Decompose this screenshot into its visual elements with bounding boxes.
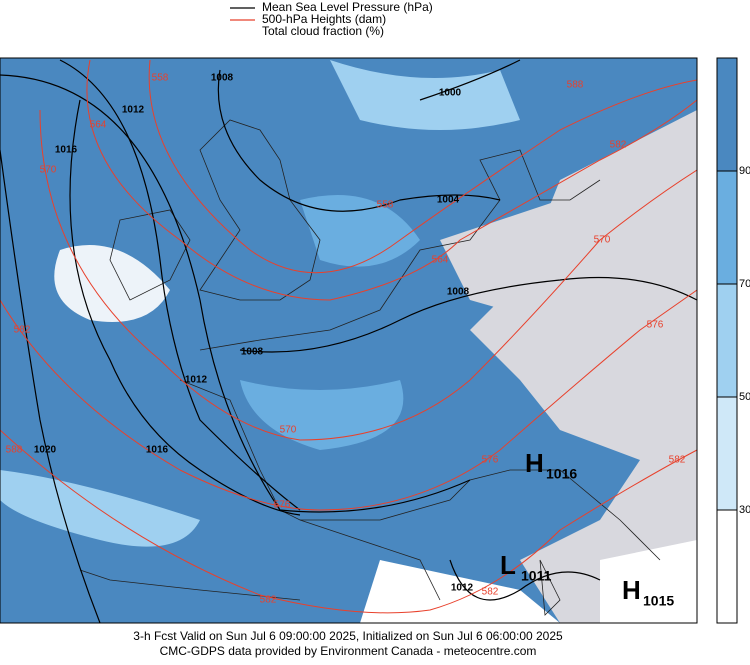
map (0, 58, 697, 623)
isobar-label: 1012 (185, 375, 208, 386)
center-value: 1015 (643, 593, 674, 609)
isobar-label: 1008 (241, 347, 264, 358)
isobar-label: 1012 (122, 105, 145, 116)
center-letter: H (525, 448, 544, 478)
colorbar-tick-label: 70 (739, 278, 750, 290)
map-frame (0, 57, 698, 624)
height-label: 570 (594, 235, 611, 246)
colorbar-segment (717, 171, 737, 284)
clear-area (440, 200, 600, 320)
labels: 1012 1008 1016 1000 1004 1008 1008 1012 1016 1020… (6, 73, 686, 609)
colorbar-segment (717, 58, 737, 171)
cloud-patch (240, 380, 404, 450)
isobar-label: 1012 (451, 583, 474, 594)
colorbar-tick-label: 90 (739, 165, 750, 177)
footer-line: 3-h Fcst Valid on Sun Jul 6 09:00:00 202… (133, 629, 563, 643)
isobar-label: 1000 (439, 88, 462, 99)
clear-area (360, 560, 560, 623)
center-value: 1016 (546, 466, 577, 482)
isobar-label: 1016 (55, 145, 78, 156)
isobar-label: 1008 (447, 287, 470, 298)
legend-label: Total cloud fraction (%) (262, 24, 384, 38)
height-label: 588 (6, 445, 23, 456)
height-label: 564 (432, 255, 449, 266)
height-label: 576 (274, 500, 291, 511)
height-label: 582 (669, 455, 686, 466)
center-letter: H (622, 575, 641, 605)
clear-area (470, 110, 697, 623)
height-label: 582 (482, 587, 499, 598)
coastlines (79, 119, 661, 616)
height-label: 576 (647, 320, 664, 331)
colorbar-segment (717, 284, 737, 397)
colorbar-segment (717, 397, 737, 510)
legend-label: Mean Sea Level Pressure (hPa) (262, 0, 433, 14)
height-label: 582 (260, 595, 277, 606)
cloud-gap (54, 245, 170, 322)
cloud-patch (0, 470, 200, 547)
isobars (0, 59, 697, 623)
isobar-label: 1016 (146, 445, 169, 456)
legend-label: 500-hPa Heights (dam) (262, 12, 386, 26)
center-value: 1011 (521, 568, 552, 584)
colorbar-frame (716, 57, 738, 624)
height-label: 588 (567, 80, 584, 91)
isobar-label: 1004 (437, 195, 460, 206)
cloud-patch (300, 195, 420, 267)
height-label: 582 (610, 140, 627, 151)
height-label: 576 (482, 455, 499, 466)
colorbar-tick-label: 30 (739, 504, 750, 516)
clear-area (600, 540, 697, 623)
center-letter: L (500, 550, 516, 580)
colorbar-segment (717, 510, 737, 623)
height-label: 570 (40, 165, 57, 176)
height-label: 570 (280, 425, 297, 436)
isobar-label: 1020 (34, 445, 57, 456)
isobar-label: 1008 (211, 73, 234, 84)
height-label: 564 (90, 120, 107, 131)
cloud-patch (330, 60, 520, 130)
height-contours (0, 59, 697, 614)
height-label: 582 (14, 325, 31, 336)
footer-line: CMC-GDPS data provided by Environment Ca… (160, 644, 537, 658)
height-label: 558 (377, 200, 394, 211)
height-label: 558 (152, 73, 169, 84)
colorbar-tick-label: 50 (739, 391, 750, 403)
